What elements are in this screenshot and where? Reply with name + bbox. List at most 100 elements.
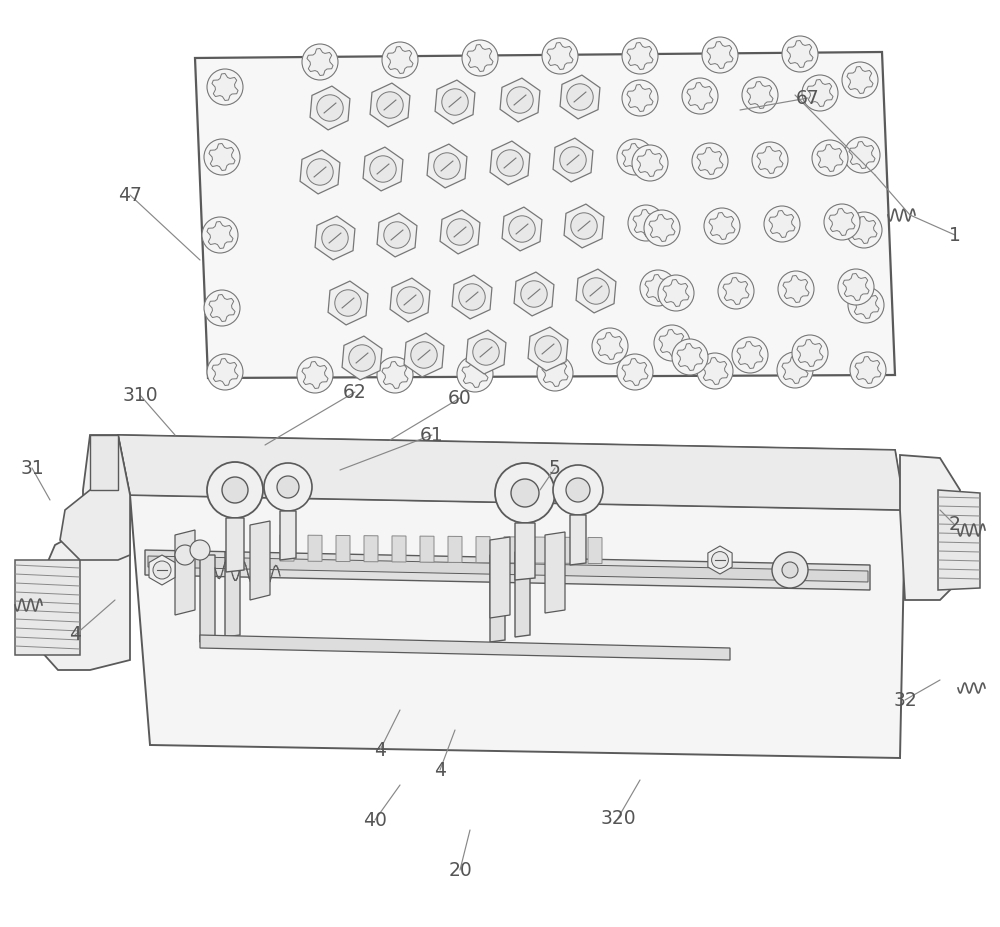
Circle shape — [848, 287, 884, 323]
Polygon shape — [817, 145, 843, 171]
Polygon shape — [467, 44, 493, 71]
Polygon shape — [148, 556, 868, 582]
Polygon shape — [280, 511, 296, 560]
Polygon shape — [427, 144, 467, 188]
Text: 31: 31 — [20, 459, 44, 477]
Polygon shape — [328, 281, 368, 325]
Polygon shape — [576, 269, 616, 313]
Circle shape — [190, 540, 210, 560]
Circle shape — [264, 463, 312, 511]
Polygon shape — [855, 357, 881, 384]
Polygon shape — [702, 358, 728, 385]
Polygon shape — [370, 83, 410, 127]
Polygon shape — [300, 150, 340, 194]
Polygon shape — [709, 212, 735, 239]
Circle shape — [521, 281, 547, 307]
Polygon shape — [195, 52, 895, 378]
Polygon shape — [783, 275, 809, 302]
Polygon shape — [364, 536, 378, 562]
Polygon shape — [782, 357, 808, 384]
Circle shape — [384, 222, 410, 248]
Circle shape — [457, 356, 493, 392]
Text: 4: 4 — [434, 760, 446, 780]
Polygon shape — [149, 555, 175, 585]
Polygon shape — [553, 138, 593, 182]
Circle shape — [764, 206, 800, 242]
Circle shape — [542, 38, 578, 74]
Polygon shape — [637, 149, 663, 176]
Circle shape — [207, 69, 243, 105]
Circle shape — [792, 335, 828, 371]
Polygon shape — [118, 435, 905, 510]
Circle shape — [772, 552, 808, 588]
Text: 5: 5 — [549, 459, 561, 477]
Circle shape — [752, 142, 788, 178]
Polygon shape — [807, 80, 833, 107]
Circle shape — [846, 212, 882, 248]
Polygon shape — [130, 495, 905, 758]
Text: 61: 61 — [420, 425, 444, 445]
Polygon shape — [723, 277, 749, 304]
Circle shape — [658, 275, 694, 311]
Polygon shape — [843, 273, 869, 300]
Text: 32: 32 — [893, 691, 917, 709]
Polygon shape — [697, 147, 723, 174]
Text: 62: 62 — [343, 383, 367, 401]
Polygon shape — [649, 214, 675, 242]
Polygon shape — [387, 46, 413, 73]
Polygon shape — [597, 333, 623, 360]
Polygon shape — [60, 435, 130, 560]
Circle shape — [535, 336, 561, 362]
Polygon shape — [225, 552, 240, 637]
Polygon shape — [659, 329, 685, 357]
Polygon shape — [547, 43, 573, 70]
Polygon shape — [515, 523, 535, 580]
Polygon shape — [377, 213, 417, 257]
Polygon shape — [707, 42, 733, 69]
Polygon shape — [200, 555, 215, 642]
Polygon shape — [209, 144, 235, 171]
Polygon shape — [118, 435, 905, 510]
Polygon shape — [310, 86, 350, 130]
Polygon shape — [851, 217, 877, 244]
Circle shape — [844, 137, 880, 173]
Polygon shape — [560, 75, 600, 119]
Circle shape — [207, 354, 243, 390]
Circle shape — [732, 337, 768, 373]
Polygon shape — [200, 635, 730, 660]
Polygon shape — [853, 291, 879, 319]
Polygon shape — [677, 344, 703, 371]
Polygon shape — [504, 537, 518, 563]
Circle shape — [507, 87, 533, 113]
Polygon shape — [342, 337, 382, 380]
Circle shape — [349, 345, 375, 371]
Circle shape — [377, 92, 403, 119]
Circle shape — [222, 477, 248, 503]
Circle shape — [654, 325, 690, 361]
Polygon shape — [769, 210, 795, 237]
Circle shape — [297, 357, 333, 393]
Polygon shape — [708, 546, 732, 574]
Text: 320: 320 — [600, 808, 636, 828]
Circle shape — [850, 352, 886, 388]
Polygon shape — [622, 359, 648, 386]
Polygon shape — [452, 275, 492, 319]
Circle shape — [370, 156, 396, 183]
Text: 4: 4 — [374, 741, 386, 759]
Polygon shape — [40, 435, 130, 670]
Circle shape — [617, 354, 653, 390]
Circle shape — [447, 219, 473, 246]
Circle shape — [567, 83, 593, 110]
Text: 2: 2 — [949, 515, 961, 535]
Circle shape — [495, 463, 555, 523]
Circle shape — [377, 357, 413, 393]
Text: 47: 47 — [118, 185, 142, 205]
Polygon shape — [787, 41, 813, 68]
Text: 4: 4 — [69, 626, 81, 644]
Polygon shape — [514, 273, 554, 316]
Polygon shape — [938, 490, 980, 590]
Polygon shape — [420, 536, 434, 563]
Polygon shape — [490, 537, 510, 618]
Text: 60: 60 — [448, 388, 472, 408]
Polygon shape — [757, 146, 783, 173]
